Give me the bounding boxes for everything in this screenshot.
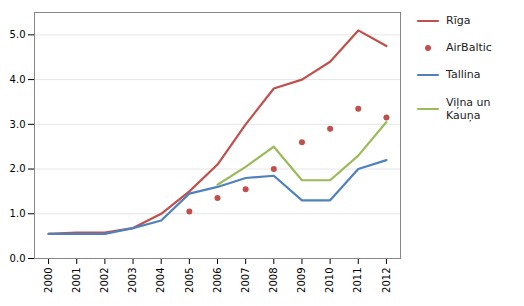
html-text:Tallina: Tallina [446,68,481,82]
svg-text:2012: 2012 [381,268,392,293]
html-text:AirBaltic: AirBaltic [446,41,492,55]
svg-text:2011: 2011 [352,268,363,293]
svg-text:2008: 2008 [268,268,279,293]
svg-text:2003: 2003 [127,268,138,293]
svg-text:1.0: 1.0 [10,208,26,219]
svg-text:3.0: 3.0 [10,119,26,130]
svg-text:2007: 2007 [240,268,251,293]
svg-text:2010: 2010 [324,268,335,293]
html-text:Viļna un Kauņa: Viļna un Kauņa [446,95,491,122]
svg-text:2001: 2001 [71,268,82,293]
svg-text:2009: 2009 [296,268,307,293]
svg-text:2005: 2005 [184,268,195,293]
html-text:Rīga: Rīga [446,14,471,27]
svg-text:2000: 2000 [43,268,54,293]
svg-text:2.0: 2.0 [10,163,26,174]
svg-text:2004: 2004 [155,268,166,293]
svg-text:0.0: 0.0 [10,253,26,264]
svg-text:2002: 2002 [99,268,110,293]
svg-text:4.0: 4.0 [10,74,26,85]
svg-text:5.0: 5.0 [10,29,26,40]
svg-text:2006: 2006 [212,268,223,293]
